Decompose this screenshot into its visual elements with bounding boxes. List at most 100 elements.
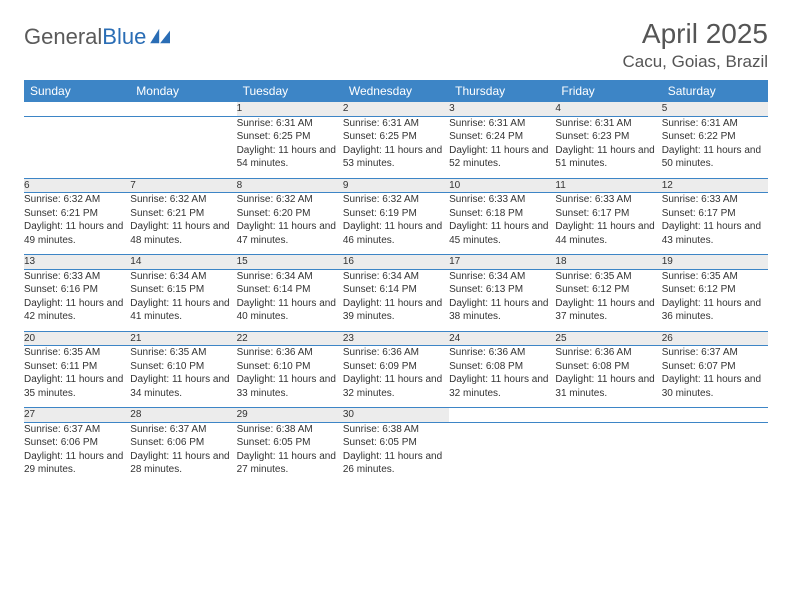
sunrise-text: Sunrise: 6:31 AM xyxy=(555,117,661,131)
sunset-text: Sunset: 6:12 PM xyxy=(555,283,661,297)
daylight-text: Daylight: 11 hours and 32 minutes. xyxy=(449,373,555,400)
day-number-row: 6789101112 xyxy=(24,178,768,193)
day-detail-cell: Sunrise: 6:32 AMSunset: 6:20 PMDaylight:… xyxy=(237,193,343,255)
location: Cacu, Goias, Brazil xyxy=(623,52,769,72)
sunset-text: Sunset: 6:05 PM xyxy=(343,436,449,450)
sunset-text: Sunset: 6:22 PM xyxy=(662,130,768,144)
daylight-text: Daylight: 11 hours and 35 minutes. xyxy=(24,373,130,400)
daylight-text: Daylight: 11 hours and 37 minutes. xyxy=(555,297,661,324)
day-number-cell: 15 xyxy=(237,255,343,270)
daylight-text: Daylight: 11 hours and 31 minutes. xyxy=(555,373,661,400)
daylight-text: Daylight: 11 hours and 53 minutes. xyxy=(343,144,449,171)
day-detail-cell: Sunrise: 6:35 AMSunset: 6:10 PMDaylight:… xyxy=(130,346,236,408)
sunrise-text: Sunrise: 6:32 AM xyxy=(237,193,343,207)
daylight-text: Daylight: 11 hours and 47 minutes. xyxy=(237,220,343,247)
calendar-body: 12345Sunrise: 6:31 AMSunset: 6:25 PMDayl… xyxy=(24,102,768,484)
day-detail-cell: Sunrise: 6:36 AMSunset: 6:08 PMDaylight:… xyxy=(449,346,555,408)
sunset-text: Sunset: 6:25 PM xyxy=(237,130,343,144)
sunrise-text: Sunrise: 6:34 AM xyxy=(130,270,236,284)
day-detail-cell xyxy=(662,422,768,484)
sunset-text: Sunset: 6:25 PM xyxy=(343,130,449,144)
sunrise-text: Sunrise: 6:35 AM xyxy=(130,346,236,360)
sunset-text: Sunset: 6:21 PM xyxy=(24,207,130,221)
sunrise-text: Sunrise: 6:32 AM xyxy=(343,193,449,207)
sunrise-text: Sunrise: 6:35 AM xyxy=(24,346,130,360)
day-detail-cell: Sunrise: 6:34 AMSunset: 6:14 PMDaylight:… xyxy=(343,269,449,331)
sunrise-text: Sunrise: 6:31 AM xyxy=(662,117,768,131)
logo: GeneralBlue xyxy=(24,18,172,50)
day-number-cell: 22 xyxy=(237,331,343,346)
sail-icon xyxy=(150,27,172,45)
sunset-text: Sunset: 6:17 PM xyxy=(555,207,661,221)
day-detail-cell: Sunrise: 6:34 AMSunset: 6:14 PMDaylight:… xyxy=(237,269,343,331)
header: GeneralBlue April 2025 Cacu, Goias, Braz… xyxy=(24,18,768,72)
day-number-cell xyxy=(662,408,768,423)
day-number-cell: 29 xyxy=(237,408,343,423)
day-detail-cell: Sunrise: 6:35 AMSunset: 6:12 PMDaylight:… xyxy=(662,269,768,331)
day-detail-cell: Sunrise: 6:31 AMSunset: 6:25 PMDaylight:… xyxy=(343,116,449,178)
sunrise-text: Sunrise: 6:32 AM xyxy=(130,193,236,207)
sunrise-text: Sunrise: 6:33 AM xyxy=(449,193,555,207)
daylight-text: Daylight: 11 hours and 41 minutes. xyxy=(130,297,236,324)
daylight-text: Daylight: 11 hours and 49 minutes. xyxy=(24,220,130,247)
sunrise-text: Sunrise: 6:31 AM xyxy=(449,117,555,131)
day-number-cell: 24 xyxy=(449,331,555,346)
day-detail-row: Sunrise: 6:37 AMSunset: 6:06 PM Daylight:… xyxy=(24,422,768,484)
day-number-cell: 13 xyxy=(24,255,130,270)
daylight-text: Daylight: 11 hours and 33 minutes. xyxy=(237,373,343,400)
day-number-row: 20212223242526 xyxy=(24,331,768,346)
day-detail-cell: Sunrise: 6:33 AMSunset: 6:17 PMDaylight:… xyxy=(662,193,768,255)
logo-text: GeneralBlue xyxy=(24,24,146,50)
daylight-text: Daylight: 11 hours and 52 minutes. xyxy=(449,144,555,171)
day-number-cell: 25 xyxy=(555,331,661,346)
day-detail-cell: Sunrise: 6:32 AMSunset: 6:21 PMDaylight:… xyxy=(24,193,130,255)
daylight-text: Daylight: 11 hours and 26 minutes. xyxy=(343,450,449,477)
day-number-cell: 30 xyxy=(343,408,449,423)
day-detail-cell: Sunrise: 6:33 AMSunset: 6:17 PMDaylight:… xyxy=(555,193,661,255)
day-detail-cell: Sunrise: 6:33 AMSunset: 6:16 PMDaylight:… xyxy=(24,269,130,331)
sunset-text: Sunset: 6:16 PM xyxy=(24,283,130,297)
day-number-cell xyxy=(130,102,236,116)
daylight-text: Daylight: 11 hours and 48 minutes. xyxy=(130,220,236,247)
day-detail-cell: Sunrise: 6:34 AMSunset: 6:13 PMDaylight:… xyxy=(449,269,555,331)
day-number-cell: 6 xyxy=(24,178,130,193)
sunset-text: Sunset: 6:08 PM xyxy=(449,360,555,374)
day-detail-cell: Sunrise: 6:35 AMSunset: 6:11 PMDaylight:… xyxy=(24,346,130,408)
daylight-text: Daylight: 11 hours and 54 minutes. xyxy=(237,144,343,171)
sunrise-text: Sunrise: 6:33 AM xyxy=(555,193,661,207)
sunset-text: Sunset: 6:14 PM xyxy=(343,283,449,297)
day-detail-cell: Sunrise: 6:36 AMSunset: 6:08 PMDaylight:… xyxy=(555,346,661,408)
weekday-header: Friday xyxy=(555,80,661,102)
day-number-cell: 19 xyxy=(662,255,768,270)
day-number-cell: 10 xyxy=(449,178,555,193)
day-number-cell: 23 xyxy=(343,331,449,346)
sunset-text: Sunset: 6:06 PM xyxy=(24,436,130,450)
day-number-row: 27282930 xyxy=(24,408,768,423)
day-number-cell: 18 xyxy=(555,255,661,270)
sunrise-text: Sunrise: 6:34 AM xyxy=(343,270,449,284)
sunrise-text: Sunrise: 6:36 AM xyxy=(449,346,555,360)
sunset-text: Sunset: 6:13 PM xyxy=(449,283,555,297)
sunrise-text: Sunrise: 6:37 AM xyxy=(130,423,236,437)
day-detail-row: Sunrise: 6:32 AMSunset: 6:21 PMDaylight:… xyxy=(24,193,768,255)
daylight-text: Daylight: 11 hours and 27 minutes. xyxy=(237,450,343,477)
sunset-text: Sunset: 6:09 PM xyxy=(343,360,449,374)
day-number-row: 12345 xyxy=(24,102,768,116)
sunrise-text: Sunrise: 6:31 AM xyxy=(237,117,343,131)
day-detail-cell: Sunrise: 6:36 AMSunset: 6:09 PMDaylight:… xyxy=(343,346,449,408)
day-detail-row: Sunrise: 6:35 AMSunset: 6:11 PMDaylight:… xyxy=(24,346,768,408)
day-detail-cell: Sunrise: 6:33 AMSunset: 6:18 PMDaylight:… xyxy=(449,193,555,255)
daylight-text: Daylight: 11 hours and 45 minutes. xyxy=(449,220,555,247)
day-number-cell: 12 xyxy=(662,178,768,193)
sunset-text: Sunset: 6:21 PM xyxy=(130,207,236,221)
day-detail-cell xyxy=(449,422,555,484)
sunrise-text: Sunrise: 6:36 AM xyxy=(237,346,343,360)
sunset-text: Sunset: 6:24 PM xyxy=(449,130,555,144)
day-detail-cell: Sunrise: 6:31 AMSunset: 6:24 PMDaylight:… xyxy=(449,116,555,178)
day-number-cell: 26 xyxy=(662,331,768,346)
day-number-cell: 21 xyxy=(130,331,236,346)
day-detail-cell: Sunrise: 6:37 AMSunset: 6:06 PMDaylight:… xyxy=(130,422,236,484)
day-detail-cell: Sunrise: 6:38 AMSunset: 6:05 PMDaylight:… xyxy=(237,422,343,484)
day-detail-cell: Sunrise: 6:34 AMSunset: 6:15 PMDaylight:… xyxy=(130,269,236,331)
day-detail-cell: Sunrise: 6:37 AMSunset: 6:06 PMDaylight:… xyxy=(24,422,130,484)
